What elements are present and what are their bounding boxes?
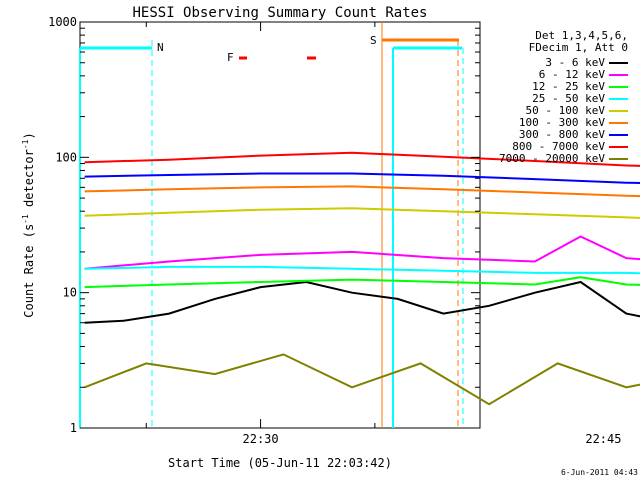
saa-marker-label: S <box>370 34 377 47</box>
legend-label: 3 - 6 keV <box>545 56 605 69</box>
legend-header-1: Det 1,3,4,5,6, <box>535 29 628 42</box>
legend-label: 12 - 25 keV <box>532 80 605 93</box>
x-tick-label: 22:30 <box>243 432 279 446</box>
legend-label: 7000 - 20000 keV <box>499 152 605 165</box>
marker-layer: N S F <box>79 22 464 428</box>
night-marker-label: N <box>157 41 164 54</box>
legend-label: 25 - 50 keV <box>532 92 605 105</box>
series-line-2 <box>84 235 640 270</box>
series-line-4 <box>84 265 640 275</box>
flare-marker-label: F <box>227 51 234 64</box>
legend-label: 100 - 300 keV <box>519 116 605 129</box>
series-line-3 <box>84 276 640 289</box>
y-tick-label: 1000 <box>48 15 77 29</box>
x-axis-label: Start Time (05-Jun-11 22:03:42) <box>168 456 392 470</box>
y-axis: 1 10 100 1000 <box>48 15 480 435</box>
x-tick-label: 22:45 <box>585 432 621 446</box>
plot-frame <box>79 21 481 429</box>
series-line-9 <box>84 353 640 406</box>
y-tick-label: 1 <box>70 421 77 435</box>
y-tick-label: 100 <box>55 150 77 164</box>
legend: Det 1,3,4,5,6, FDecim 1, Att 0 3 - 6 keV… <box>499 29 628 165</box>
series-line-1 <box>84 280 640 324</box>
series-line-8 <box>84 151 640 167</box>
series-line-6 <box>84 185 640 198</box>
chart-title: HESSI Observing Summary Count Rates <box>132 5 427 21</box>
y-axis-label: Count Rate (s-1 detector-1) <box>21 132 36 317</box>
footer-date: 6-Jun-2011 04:43 <box>561 468 638 477</box>
legend-header-2: FDecim 1, Att 0 <box>529 41 628 54</box>
series-layer <box>84 151 640 406</box>
legend-label: 800 - 7000 keV <box>512 140 605 153</box>
y-tick-label: 10 <box>63 286 77 300</box>
legend-label: 50 - 100 keV <box>526 104 606 117</box>
series-line-7 <box>84 172 640 184</box>
plot-area <box>79 21 481 429</box>
legend-label: 300 - 800 keV <box>519 128 605 141</box>
legend-label: 6 - 12 keV <box>539 68 606 81</box>
series-line-5 <box>84 207 640 219</box>
